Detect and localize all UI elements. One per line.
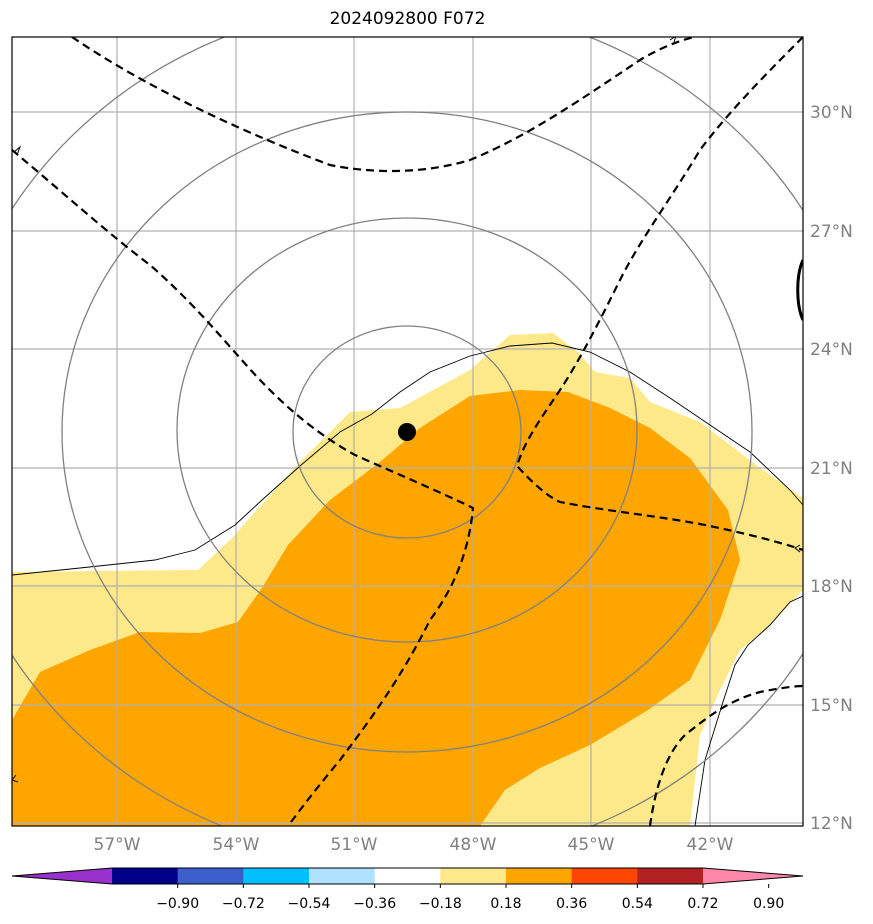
- colorbar-segment: [637, 868, 704, 884]
- colorbar-tick-label: 0.54: [622, 896, 653, 912]
- lat-label: 15°N: [810, 696, 853, 716]
- latitude-labels: 30°N 27°N 24°N 21°N 18°N 15°N 12°N: [810, 103, 853, 834]
- colorbar-segment: [440, 868, 507, 884]
- colorbar-tick-label: 0.36: [556, 896, 587, 912]
- storm-center-marker: [398, 423, 416, 441]
- lat-label: 24°N: [810, 340, 853, 360]
- dashed-contours: [12, 37, 803, 826]
- colorbar-segment: [506, 868, 573, 884]
- map-frame: [11, 36, 804, 827]
- lat-label: 27°N: [810, 222, 853, 242]
- orange-shading-region: [12, 390, 740, 826]
- contour-edge-labels: [12, 37, 801, 783]
- lat-label: 30°N: [810, 103, 853, 123]
- colorbar-extension-high: [703, 868, 803, 884]
- lon-label: 57°W: [94, 835, 141, 855]
- lon-label: 45°W: [568, 835, 615, 855]
- lon-label: 48°W: [450, 835, 497, 855]
- colorbar-segment: [112, 868, 179, 884]
- colorbar-tick-label: −0.54: [288, 896, 331, 912]
- colorbar-segment: [571, 868, 638, 884]
- colorbar-tick-label: 0.18: [490, 896, 521, 912]
- lon-label: 51°W: [331, 835, 378, 855]
- colorbar-segment: [309, 868, 376, 884]
- gray-contours: [12, 37, 803, 826]
- colorbar-tick-label: 0.90: [753, 896, 784, 912]
- colorbar-outline: [11, 867, 804, 885]
- colorbar-tick-label: −0.36: [353, 896, 396, 912]
- colorbar: −0.90 −0.72 −0.54 −0.36 −0.18 0.18 0.36 0.54 0.7…: [11, 867, 804, 912]
- colorbar-segment: [243, 868, 310, 884]
- colorbar-tick-label: −0.72: [222, 896, 265, 912]
- colorbar-segment: [177, 868, 244, 884]
- colorbar-tick-label: −0.18: [419, 896, 462, 912]
- colorbar-segment: [374, 868, 441, 884]
- coastlines: [12, 259, 803, 826]
- lon-label: 54°W: [213, 835, 260, 855]
- colorbar-extension-low: [12, 868, 112, 884]
- lon-label: 42°W: [687, 835, 734, 855]
- lat-label: 12°N: [810, 814, 853, 834]
- lat-label: 21°N: [810, 459, 853, 479]
- colorbar-tick-label: −0.90: [156, 896, 199, 912]
- colorbar-tick-label: 0.72: [687, 896, 718, 912]
- lat-label: 18°N: [810, 577, 853, 597]
- map-title: 2024092800 F072: [329, 9, 486, 29]
- longitude-labels: 57°W 54°W 51°W 48°W 45°W 42°W: [94, 835, 734, 855]
